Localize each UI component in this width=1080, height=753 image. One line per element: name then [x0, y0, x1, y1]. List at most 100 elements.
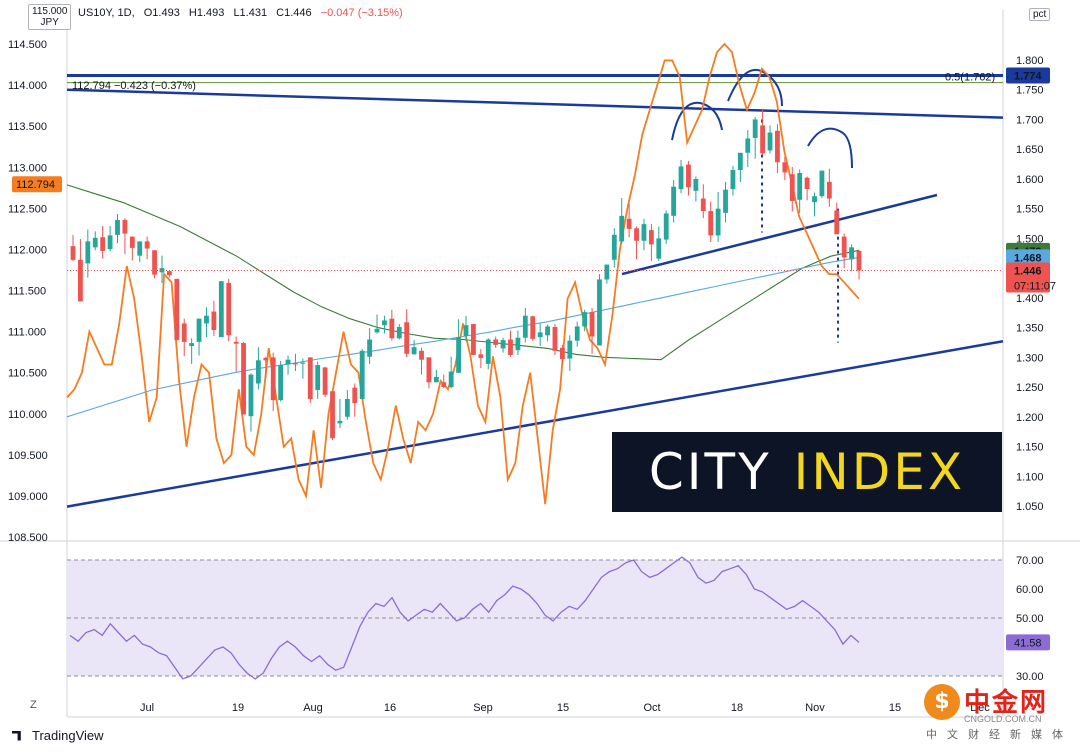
candle-body [367, 339, 373, 357]
cngold-tagline: 中文财经新媒体 [926, 729, 1073, 741]
ohlc-low: L1.431 [233, 7, 268, 19]
moving-average-green [66, 184, 860, 361]
right-axis-tick-label: 1.500 [1016, 233, 1044, 245]
candle-body [574, 326, 580, 341]
candle-body [530, 316, 536, 339]
candle-body [626, 218, 632, 229]
left-axis-tick-label: 113.500 [8, 121, 47, 133]
overlay-price-tag [12, 176, 62, 193]
candle-body [789, 174, 795, 201]
candle-body [782, 162, 788, 173]
right-axis-tick-label: 1.100 [1016, 471, 1044, 483]
time-axis-tick-label: Nov [805, 702, 825, 714]
right-axis-unit-label[interactable]: pct [1029, 8, 1051, 21]
left-axis-tick-label: 111.000 [8, 327, 46, 339]
candle-body [797, 172, 803, 200]
left-axis-tick-label: 111.500 [8, 286, 46, 298]
candle-body [619, 215, 625, 242]
candle-body [152, 250, 157, 275]
candle-body [745, 138, 751, 153]
time-axis-tick-label: Sep [473, 702, 493, 714]
candle-body [752, 119, 758, 138]
candle-body [589, 312, 595, 337]
price-tag [1006, 262, 1050, 293]
candle-body [196, 318, 202, 342]
candle-body [433, 376, 439, 383]
symbol-legend: US10Y, 1D, O1.493 H1.493 L1.431 C1.446 −… [78, 7, 409, 19]
candle-body [359, 350, 365, 399]
price-tag-value: 1.468 [1014, 252, 1042, 264]
candle-body [426, 357, 432, 383]
candle-body [700, 198, 706, 212]
cngold-domain: CNGOLD.COM.CN [964, 714, 1042, 724]
candle-body [322, 367, 328, 395]
left-axis-tick-label: 108.500 [8, 532, 48, 544]
candle-body [485, 339, 491, 364]
candle-body [218, 281, 224, 338]
right-axis-tick-label: 1.700 [1016, 114, 1044, 126]
right-axis-tick-label: 1.650 [1016, 144, 1044, 156]
candle-body [92, 237, 98, 248]
cngold-name: 中金网 [964, 688, 1049, 718]
right-axis-tick-label: 1.250 [1016, 382, 1044, 394]
candle-body [100, 237, 106, 251]
candle-body [344, 398, 350, 417]
moving-average-blue [66, 256, 860, 418]
cngold-logo-icon: $ [924, 684, 960, 720]
ohlc-change: −0.047 (−3.15%) [320, 7, 403, 19]
candle-body [500, 340, 506, 349]
time-axis-tick-label: 18 [731, 702, 743, 714]
candle-body [849, 247, 854, 260]
left-axis-tick-label: 109.500 [8, 450, 48, 462]
candle-body [137, 241, 143, 256]
left-axis-tick-label: 114.000 [8, 80, 47, 92]
left-axis-currency-label[interactable]: 115.000 JPY [28, 4, 72, 30]
candle-body [337, 420, 343, 424]
candle-body [315, 365, 321, 391]
candle-body [730, 170, 736, 190]
left-axis-top-tick: 115.000 [32, 6, 68, 17]
candle-body [115, 219, 120, 235]
candle-body [693, 178, 699, 191]
candle-body [463, 325, 469, 336]
right-axis-tick-label: 1.350 [1016, 323, 1044, 335]
ohlc-close: C1.446 [276, 7, 312, 19]
candle-body [226, 283, 232, 336]
time-axis-tick-label: 19 [232, 702, 244, 714]
candle-body [493, 339, 499, 345]
bar-countdown: 07:11:07 [1014, 281, 1056, 293]
rsi-axis-tick-label: 50.00 [1016, 613, 1044, 625]
rsi-line [69, 556, 860, 680]
price-tag-value: 1.446 [1014, 266, 1042, 278]
time-axis-tick-label: 15 [557, 702, 569, 714]
candle-body [248, 374, 254, 417]
candle-body [478, 354, 484, 358]
candle-body [411, 347, 417, 355]
right-shoulder-arc [807, 127, 853, 169]
price-tag [1006, 249, 1050, 266]
candle-body [448, 371, 454, 388]
candle-body [174, 278, 180, 341]
candle-body [166, 271, 172, 276]
right-axis-tick-label: 1.200 [1016, 412, 1044, 424]
tradingview-logo[interactable]: TradingView [12, 728, 104, 743]
candle-body [374, 328, 380, 333]
candle-body [471, 324, 476, 355]
symbol-name: US10Y, 1D, [78, 7, 135, 19]
candle-body [760, 125, 766, 154]
time-axis-tick-label: Jul [140, 702, 154, 714]
lower-trendline [66, 340, 1004, 508]
candle-body [604, 264, 610, 280]
price-tag-value: 1.774 [1014, 70, 1042, 82]
timezone-zoom-button[interactable]: Z [30, 699, 37, 711]
rsi-axis-tick-label: 30.00 [1016, 671, 1044, 683]
left-axis-tick-label: 110.000 [8, 409, 47, 421]
rsi-last-tag [1006, 634, 1050, 651]
right-axis-tick-label: 1.600 [1016, 174, 1044, 186]
overlay-legend: 112.794 −0.423 (−0.37%) [72, 80, 196, 92]
candle-body [233, 341, 239, 344]
candle-body [300, 362, 306, 364]
candle-body [389, 318, 395, 339]
rsi-axis-tick-label: 70.00 [1016, 555, 1044, 567]
